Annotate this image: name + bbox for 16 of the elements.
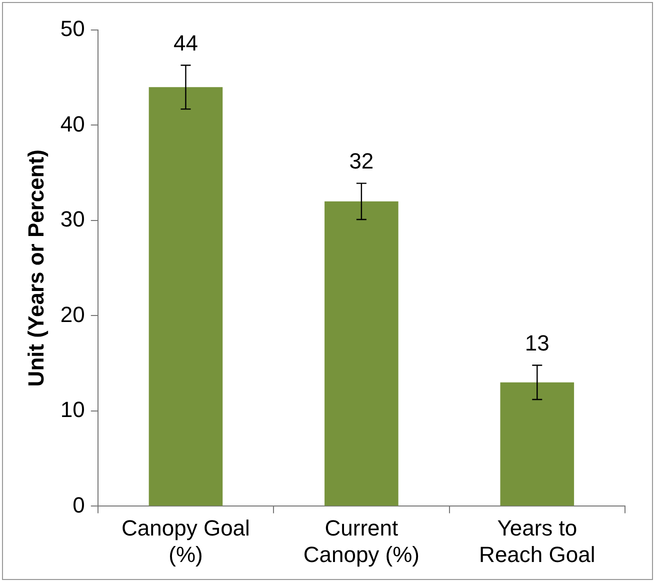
y-tick-label: 40 bbox=[60, 111, 85, 136]
x-tick-label: Canopy Goal (%) bbox=[122, 515, 250, 567]
y-tick-label: 50 bbox=[60, 16, 85, 42]
bar bbox=[324, 201, 398, 506]
x-tick-label: Current Canopy (%) bbox=[303, 515, 420, 567]
data-label: 13 bbox=[524, 330, 550, 356]
bar bbox=[500, 382, 574, 506]
y-axis-title: Unit (Years or Percent) bbox=[23, 150, 48, 387]
x-tick-label: Years to Reach Goal bbox=[479, 515, 596, 567]
y-tick-label: 20 bbox=[60, 302, 85, 327]
y-tick-label: 10 bbox=[60, 397, 85, 422]
data-label: 44 bbox=[173, 30, 198, 56]
y-tick-label: 0 bbox=[72, 492, 85, 518]
bar bbox=[148, 87, 223, 506]
data-label: 32 bbox=[349, 148, 374, 174]
y-tick-label: 30 bbox=[60, 206, 85, 232]
